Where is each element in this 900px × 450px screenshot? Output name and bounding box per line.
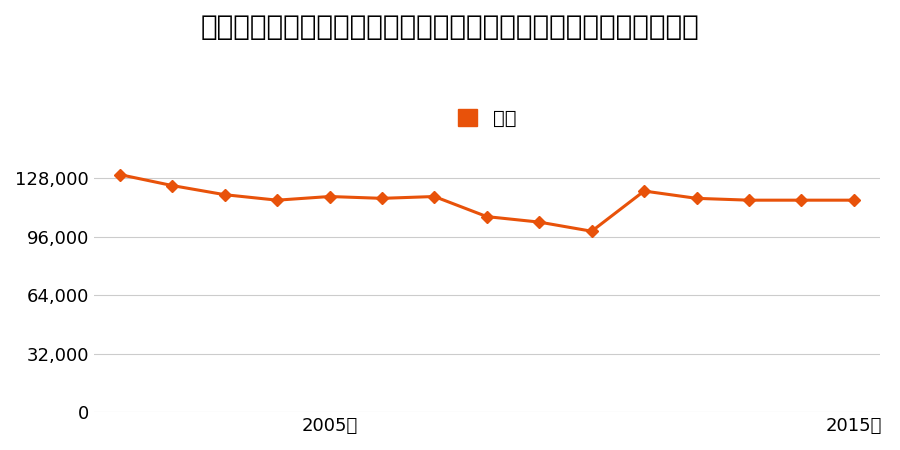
価格 [166, 183, 177, 188]
価格 [586, 229, 597, 234]
価格 [534, 220, 544, 225]
価格 [324, 194, 335, 199]
価格 [639, 189, 650, 194]
価格 [849, 198, 859, 203]
価格 [796, 198, 806, 203]
Legend: 価格: 価格 [450, 101, 524, 136]
価格 [691, 196, 702, 201]
価格 [429, 194, 440, 199]
価格 [743, 198, 754, 203]
Text: 埼玉県さいたま市見沼区大字大谷字稲荷１４９番１７外の地価推移: 埼玉県さいたま市見沼区大字大谷字稲荷１４９番１７外の地価推移 [201, 14, 699, 41]
価格 [114, 172, 125, 177]
価格 [220, 192, 230, 198]
Line: 価格: 価格 [116, 171, 858, 235]
価格 [376, 196, 387, 201]
価格 [482, 214, 492, 219]
価格 [272, 198, 283, 203]
